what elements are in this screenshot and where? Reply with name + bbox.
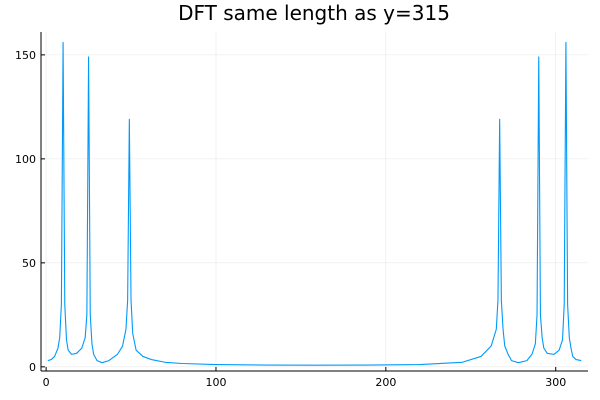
x-tick-label: 200 — [375, 376, 396, 389]
x-tick-label: 100 — [205, 376, 226, 389]
y-tick-label: 100 — [15, 153, 36, 166]
x-tick-label: 0 — [43, 376, 50, 389]
y-tick-label: 50 — [22, 257, 36, 270]
axes — [40, 32, 588, 372]
x-tick-label: 300 — [545, 376, 566, 389]
tick-labels: 0 100 200 300 0 50 100 150 — [15, 49, 566, 389]
series-line — [47, 41, 582, 366]
y-tick-label: 0 — [29, 361, 36, 374]
y-tick-label: 150 — [15, 49, 36, 62]
plot-area — [47, 41, 582, 366]
chart-title: DFT same length as y=315 — [178, 1, 450, 25]
grid — [41, 32, 588, 371]
